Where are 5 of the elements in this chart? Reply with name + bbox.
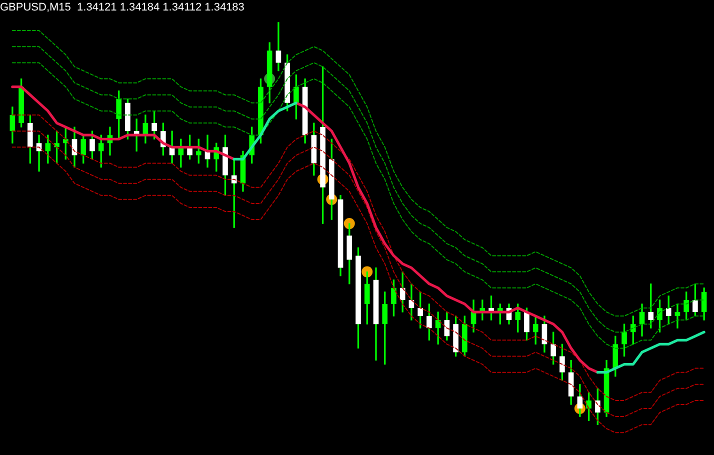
candlestick	[276, 22, 282, 72]
point	[344, 218, 355, 230]
point	[362, 266, 373, 278]
candlestick	[674, 304, 680, 328]
chart-title: GBPUSD,M15 1.34121 1.34184 1.34112 1.34183	[0, 2, 244, 14]
